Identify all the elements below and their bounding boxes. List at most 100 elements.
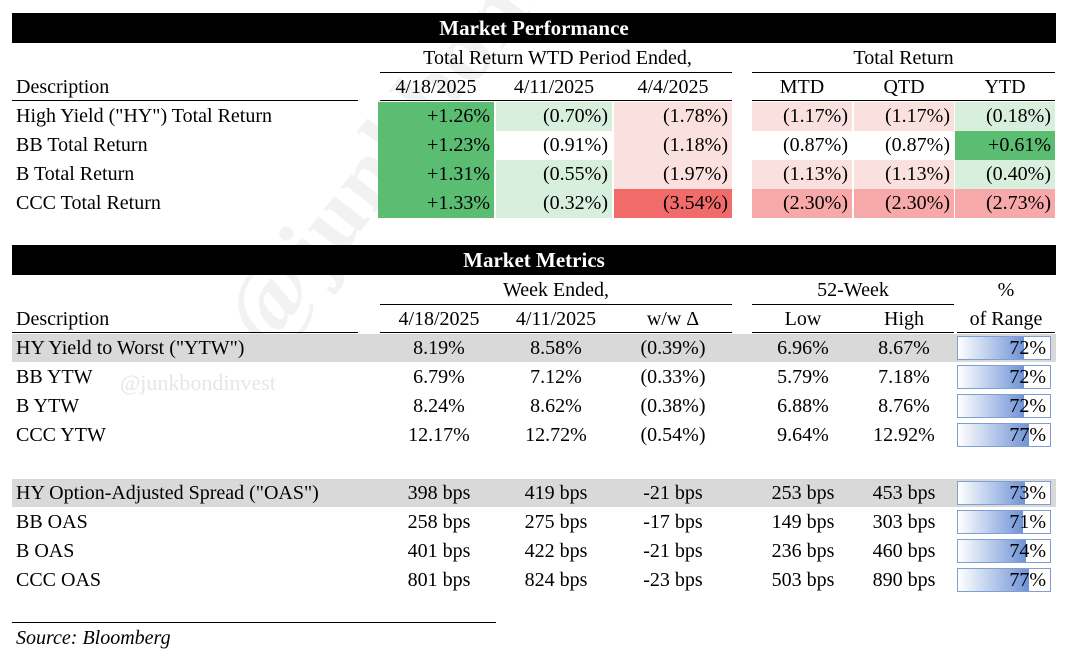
ytw-cell-value: 12.72% (525, 424, 587, 446)
perf-cell-value: (2.30%) (885, 192, 950, 214)
perf-col-header: MTD (779, 76, 825, 98)
perf-row-label: BB Total Return (16, 134, 148, 156)
oas-row-label: CCC OAS (16, 569, 102, 591)
perf-cell-bg (378, 131, 494, 160)
oas-row-label: BB OAS (16, 511, 88, 533)
perf-col-header: QTD (883, 76, 925, 98)
pct-of-range-value: 72% (1009, 395, 1046, 417)
perf-cell-bg (752, 160, 852, 189)
oas-cell-value: 398 bps (407, 482, 471, 504)
pct-of-range-bar: 74% (957, 539, 1051, 563)
perf-cell-bg (614, 160, 732, 189)
market-metrics-title: Market Metrics (12, 245, 1056, 275)
perf-cell-bg (614, 102, 732, 131)
oas-cell-value: 149 bps (771, 511, 835, 533)
ytw-cell-value: 8.67% (878, 337, 930, 359)
ytw-cell-value: 12.17% (408, 424, 470, 446)
ytw-cell-value: 6.79% (413, 366, 465, 388)
oas-cell-value: 275 bps (524, 511, 588, 533)
perf-cell-value: (1.13%) (885, 163, 950, 185)
metrics-col-header: 4/18/2025 (398, 308, 480, 330)
metrics-group-52week-header: 52-Week (817, 279, 889, 301)
ytw-cell-value: (0.54%) (640, 424, 706, 446)
oas-cell-value: 453 bps (872, 482, 936, 504)
ytw-row-label: CCC YTW (16, 424, 106, 446)
perf-cell-value: (1.13%) (783, 163, 848, 185)
metrics-col-header: w/w Δ (646, 308, 700, 330)
source-note: Source: Bloomberg (16, 627, 171, 649)
pct-of-range-fill (958, 569, 1029, 591)
perf-cell-bg (854, 131, 954, 160)
ytw-cell-value: 8.19% (413, 337, 465, 359)
pct-of-range-value: 74% (1009, 540, 1046, 562)
perf-cell-bg (854, 189, 954, 218)
pct-of-range-value: 77% (1009, 424, 1046, 446)
perf-cell-value: +1.33% (427, 192, 490, 214)
perf-group-wtd-header: Total Return WTD Period Ended, (423, 47, 692, 69)
oas-cell-value: 419 bps (524, 482, 588, 504)
perf-cell-value: (2.73%) (986, 192, 1051, 214)
perf-cell-bg (614, 131, 732, 160)
perf-cell-bg (378, 189, 494, 218)
oas-row-label: HY Option-Adjusted Spread ("OAS") (16, 482, 319, 504)
oas-cell-value: 801 bps (407, 569, 471, 591)
perf-cell-bg (378, 102, 494, 131)
perf-group-total-header: Total Return (853, 47, 954, 69)
pct-of-range-fill (958, 424, 1029, 446)
perf-cell-value: (0.18%) (986, 105, 1051, 127)
perf-cell-bg (496, 189, 612, 218)
perf-cell-bg (496, 131, 612, 160)
perf-cell-value: (0.32%) (543, 192, 608, 214)
ytw-cell-value: 6.96% (777, 337, 829, 359)
perf-cell-bg (496, 102, 612, 131)
ytw-cell-value: (0.33%) (640, 366, 706, 388)
ytw-cell-value: 12.92% (873, 424, 935, 446)
perf-row-label: CCC Total Return (16, 192, 161, 214)
metrics-col-header: 4/11/2025 (515, 308, 597, 330)
perf-cell-value: +0.61% (988, 134, 1051, 156)
pct-of-range-bar: 77% (957, 568, 1051, 592)
ytw-cell-value: 9.64% (777, 424, 829, 446)
pct-of-range-bar: 72% (957, 394, 1051, 418)
watermark-small: @junkbondinvest (120, 370, 276, 395)
perf-cell-value: (0.87%) (783, 134, 848, 156)
perf-cell-value: (2.30%) (783, 192, 848, 214)
oas-cell-value: 503 bps (771, 569, 835, 591)
perf-cell-value: (1.78%) (663, 105, 728, 127)
perf-cell-bg (496, 160, 612, 189)
perf-cell-value: +1.23% (427, 134, 490, 156)
pct-of-range-bar: 71% (957, 510, 1051, 534)
ytw-row-label: BB YTW (16, 366, 93, 388)
perf-cell-value: (1.17%) (885, 105, 950, 127)
perf-cell-bg (955, 189, 1055, 218)
pct-of-range-fill (958, 540, 1027, 562)
perf-cell-bg (752, 189, 852, 218)
perf-cell-bg (955, 102, 1055, 131)
perf-cell-bg (854, 160, 954, 189)
perf-cell-value: (0.70%) (543, 105, 608, 127)
perf-cell-value: (1.17%) (783, 105, 848, 127)
pct-of-range-bar: 77% (957, 423, 1051, 447)
oas-cell-value: -21 bps (643, 482, 703, 504)
oas-cell-value: 460 bps (872, 540, 936, 562)
metrics-row-shade (12, 479, 1056, 507)
perf-col-header: 4/11/2025 (513, 76, 595, 98)
market-performance-title: Market Performance (12, 13, 1056, 43)
oas-cell-value: -17 bps (643, 511, 703, 533)
perf-cell-bg (614, 189, 732, 218)
perf-cell-bg (955, 160, 1055, 189)
oas-cell-value: 236 bps (771, 540, 835, 562)
pct-of-range-fill (958, 337, 1025, 359)
perf-col-header: YTD (984, 76, 1026, 98)
perf-description-header: Description (16, 76, 110, 98)
perf-col-header: 4/18/2025 (395, 76, 477, 98)
pct-of-range-fill (958, 511, 1024, 533)
pct-of-range-bar: 73% (957, 481, 1051, 505)
oas-cell-value: 824 bps (524, 569, 588, 591)
pct-of-range-fill (958, 366, 1025, 388)
metrics-row-shade (12, 334, 1056, 362)
perf-cell-bg (955, 131, 1055, 160)
pct-of-range-bar: 72% (957, 365, 1051, 389)
perf-cell-value: (0.40%) (986, 163, 1051, 185)
ytw-cell-value: 6.88% (777, 395, 829, 417)
